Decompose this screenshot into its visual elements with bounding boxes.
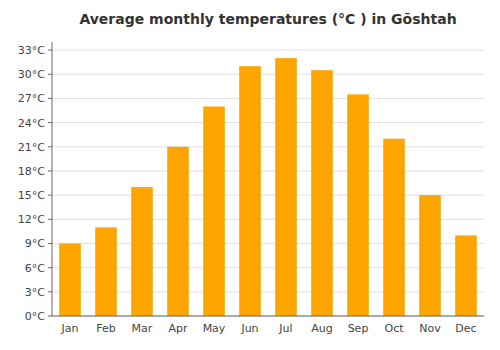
tick-mark [48, 195, 52, 196]
grid-line [52, 170, 484, 171]
x-axis-line [52, 316, 484, 317]
bar [455, 235, 477, 316]
bar [311, 70, 333, 316]
tick-label: 3°C [25, 286, 45, 299]
bar [383, 139, 405, 316]
tick-label: Sep [348, 322, 369, 335]
tick-label: 0°C [25, 310, 45, 323]
tick-label: Jan [61, 322, 79, 335]
tick-label: 12°C [18, 213, 45, 226]
tick-label: 15°C [18, 189, 45, 202]
tick-mark [48, 98, 52, 99]
tick-label: May [203, 322, 226, 335]
tick-mark [48, 50, 52, 51]
y-axis: 0°C 3°C 6°C 9°C 12°C 15°C 18°C 21°C 24°C 27°C 30°C… [18, 44, 484, 323]
bar [203, 106, 225, 316]
tick-label: 30°C [18, 68, 45, 81]
tick-label: 9°C [25, 237, 45, 250]
tick-label: 18°C [18, 165, 45, 178]
tick-label: 6°C [25, 262, 45, 275]
tick-mark [48, 316, 52, 317]
bar [95, 227, 117, 316]
tick-label: Jul [278, 322, 292, 335]
tick-label: Dec [455, 322, 476, 335]
tick-label: Feb [96, 322, 115, 335]
tick-label: Nov [419, 322, 441, 335]
chart-container: Average monthly temperatures (°C ) in Gō… [0, 0, 500, 350]
tick-mark [48, 170, 52, 171]
tick-label: 27°C [18, 92, 45, 105]
tick-label: Jun [240, 322, 258, 335]
tick-mark [48, 243, 52, 244]
bars [59, 58, 477, 316]
x-axis: Jan Feb Mar Apr May Jun Jul Aug Sep Oct Nov Dec [52, 316, 484, 335]
y-axis-line [52, 42, 53, 316]
tick-label: 24°C [18, 117, 45, 130]
bar [275, 58, 297, 316]
grid-line [52, 98, 484, 99]
bar [59, 243, 81, 316]
grid-line [52, 74, 484, 75]
tick-mark [48, 219, 52, 220]
tick-mark [48, 122, 52, 123]
tick-label: Apr [168, 322, 188, 335]
bar [419, 195, 441, 316]
bar [167, 147, 189, 316]
tick-label: Aug [311, 322, 332, 335]
chart: Average monthly temperatures (°C ) in Gō… [0, 0, 500, 350]
tick-mark [48, 267, 52, 268]
bar [347, 94, 369, 316]
bar [131, 187, 153, 316]
tick-mark [48, 74, 52, 75]
tick-label: 21°C [18, 141, 45, 154]
tick-label: Oct [384, 322, 404, 335]
tick-mark [48, 291, 52, 292]
grid-line [52, 316, 484, 317]
grid-line [52, 146, 484, 147]
tick-mark [48, 146, 52, 147]
title: Average monthly temperatures (°C ) in Gō… [79, 11, 456, 27]
tick-label: Mar [132, 322, 153, 335]
grid-line [52, 122, 484, 123]
bar [239, 66, 261, 316]
grid-line [52, 50, 484, 51]
tick-label: 33°C [18, 44, 45, 57]
